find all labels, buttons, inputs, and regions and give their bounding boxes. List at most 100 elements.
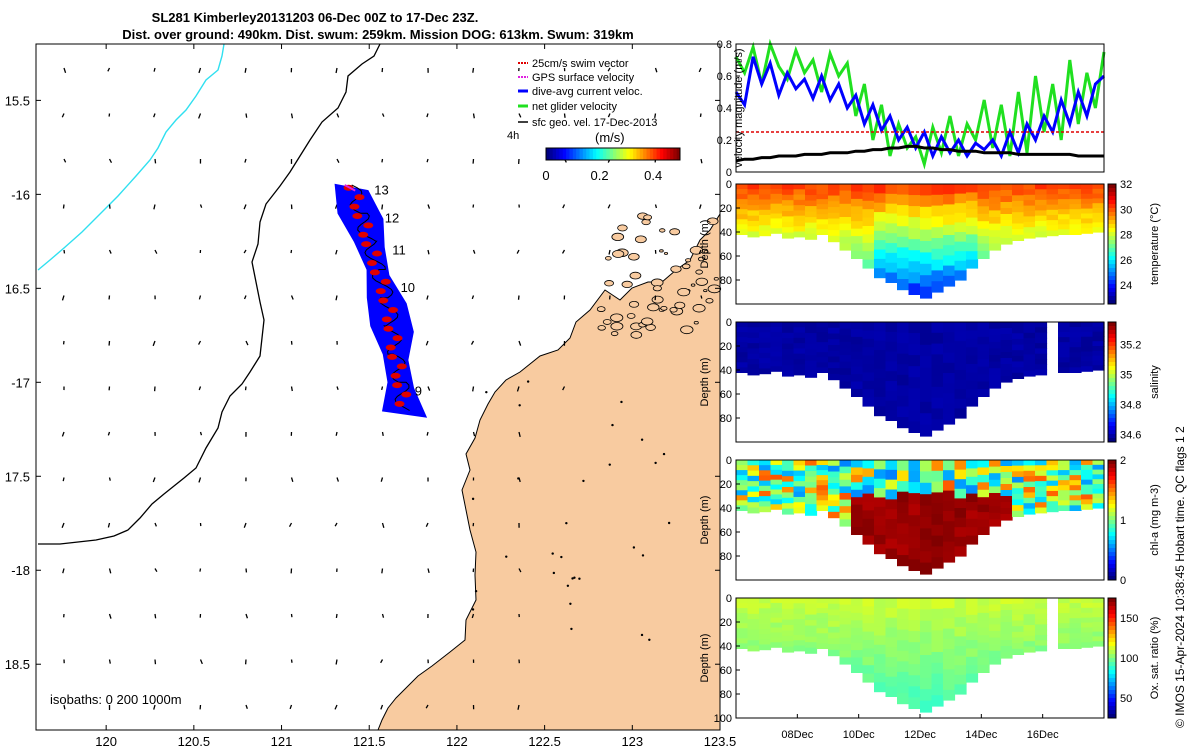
oxy-cell [770, 617, 783, 624]
temp-cell [1023, 189, 1036, 196]
oxy-cell [1081, 637, 1094, 643]
map-xtick-label: 120 [95, 734, 117, 749]
chl-cell [931, 481, 944, 493]
oxy-cell [1058, 608, 1071, 614]
temp-cell [1035, 220, 1048, 227]
sal-cell [782, 327, 795, 334]
velocity-arrow [562, 204, 566, 209]
oxy-cell [839, 604, 852, 612]
chl-cell [747, 475, 760, 482]
temp-cell [862, 184, 875, 193]
chl-cell [747, 465, 760, 472]
sal-cell [1058, 342, 1071, 348]
temp-cell [931, 216, 944, 228]
island-dot [648, 638, 651, 641]
oxy-cell [736, 633, 749, 639]
temp-colorbar-label: temperature (°C) [1149, 203, 1161, 285]
chl-cell [770, 489, 783, 496]
sal-cell [1000, 328, 1013, 335]
temp-cell [839, 190, 852, 198]
sal-cell [897, 417, 910, 429]
temp-cell [1081, 223, 1094, 229]
chl-cell [839, 466, 852, 474]
chl-cell [770, 469, 783, 476]
sal-cell [851, 359, 864, 368]
chl-cell [1058, 465, 1071, 471]
chl-colorbar-segment [1108, 576, 1116, 581]
sal-cell [989, 328, 1002, 336]
island [703, 289, 708, 293]
oxy-cell [1023, 614, 1036, 621]
island [692, 304, 706, 313]
chl-cell [943, 470, 956, 481]
chl-cell [920, 494, 933, 507]
isobath-1000m [37, 43, 225, 271]
island-dot [662, 452, 666, 456]
temp-cell [1069, 184, 1082, 190]
temp-cell [1012, 200, 1025, 208]
temp-cell [908, 217, 921, 229]
chl-cell [736, 475, 749, 481]
chl-cell [931, 514, 944, 526]
sal-cell [828, 356, 841, 363]
temp-cell [770, 208, 783, 215]
oxy-cell [1012, 648, 1025, 655]
oxy-cell [770, 607, 783, 614]
temp-cell [828, 201, 841, 208]
oxy-cell [874, 644, 887, 655]
sal-cell [770, 356, 783, 362]
sal-colorbar-segment [1108, 358, 1116, 363]
island-dot [474, 589, 478, 593]
sal-colorbar-segment [1108, 342, 1116, 347]
sal-colorbar-segment [1108, 326, 1116, 331]
oxy-cell [1012, 609, 1025, 616]
sal-ytick-label: 20 [720, 341, 732, 353]
velocity-arrow [108, 659, 111, 664]
swim-vector-mark [381, 316, 392, 323]
chl-cell [736, 460, 749, 466]
oxy-colorbar-label: Ox. sat. ratio (%) [1149, 617, 1161, 700]
temp-cell [851, 236, 864, 245]
chl-cell [931, 535, 944, 547]
island [659, 228, 666, 233]
sal-cell [839, 355, 852, 363]
chl-cell [954, 460, 967, 471]
sal-cell [920, 401, 933, 414]
chl-cell [793, 507, 806, 514]
oxy-cell [885, 637, 898, 648]
temp-cell [943, 275, 956, 287]
island [621, 280, 633, 289]
temp-cell [897, 257, 910, 270]
oxy-cell [874, 663, 887, 674]
velocity-arrow [153, 67, 156, 72]
chl-cell [1035, 481, 1048, 487]
island-dot [551, 552, 554, 555]
oxy-cell [1035, 629, 1048, 636]
chl-cell [1023, 497, 1036, 504]
temp-cell [943, 214, 956, 226]
temp-cell [851, 228, 864, 237]
chl-cell [1000, 472, 1013, 479]
temp-colorbar-segment [1108, 232, 1116, 237]
temp-cell [805, 233, 818, 240]
sal-cell [736, 337, 749, 343]
temp-cell [839, 217, 852, 225]
chl-cell [1081, 469, 1094, 476]
chl-ytick-label: 0 [726, 455, 732, 467]
temp-cell [1012, 223, 1025, 230]
velocity-ytick-label: 0.2 [717, 135, 732, 147]
temp-cell [770, 198, 783, 205]
sal-cell [966, 389, 979, 399]
chl-cell [862, 510, 875, 520]
island-dot [518, 404, 521, 407]
chl-cell [1069, 470, 1082, 476]
temp-cell [966, 209, 979, 219]
chl-cell [874, 506, 887, 517]
oxy-cell [1000, 640, 1013, 647]
sal-cell [828, 362, 841, 369]
sal-cell [828, 322, 841, 329]
velocity-arrow [245, 340, 249, 346]
temp-cell [1000, 190, 1013, 197]
chl-cell [897, 460, 910, 472]
chl-cell [943, 551, 956, 563]
